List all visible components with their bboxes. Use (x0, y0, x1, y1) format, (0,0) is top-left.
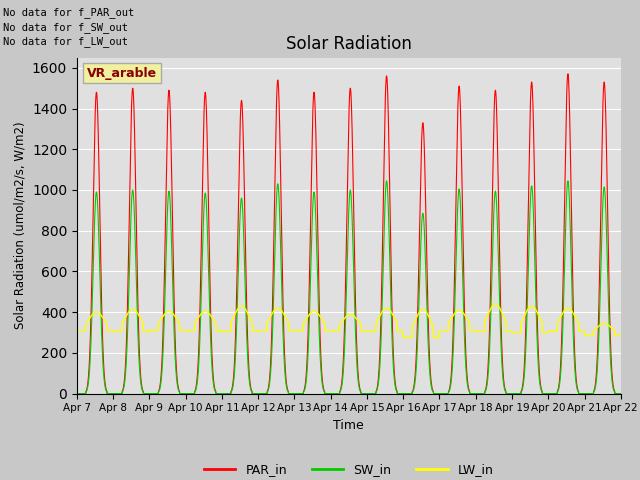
PAR_in (616, 391, 624, 396)
Title: Solar Radiation: Solar Radiation (286, 35, 412, 53)
SW_in (73, 391, 81, 396)
SW_in (402, 391, 410, 396)
Line: PAR_in: PAR_in (77, 74, 621, 394)
LW_in (399, 335, 407, 340)
LW_in (225, 329, 232, 335)
Line: SW_in: SW_in (77, 181, 621, 394)
Text: VR_arable: VR_arable (87, 67, 157, 80)
Y-axis label: Solar Radiation (umol/m2/s, W/m2): Solar Radiation (umol/m2/s, W/m2) (13, 122, 26, 329)
SW_in (616, 391, 624, 396)
LW_in (412, 317, 419, 323)
LW_in (492, 301, 499, 307)
LW_in (402, 335, 410, 340)
LW_in (189, 327, 197, 333)
SW_in (565, 192, 573, 197)
SW_in (412, 377, 419, 383)
LW_in (617, 333, 625, 338)
PAR_in (412, 372, 419, 378)
PAR_in (617, 391, 625, 396)
PAR_in (225, 391, 232, 396)
LW_in (73, 327, 81, 333)
PAR_in (402, 391, 410, 396)
Legend: PAR_in, SW_in, LW_in: PAR_in, SW_in, LW_in (199, 458, 499, 480)
PAR_in (565, 92, 573, 97)
SW_in (225, 391, 232, 396)
LW_in (617, 333, 625, 338)
SW_in (617, 391, 625, 396)
LW_in (565, 306, 573, 312)
SW_in (189, 391, 197, 396)
Text: No data for f_LW_out: No data for f_LW_out (3, 36, 128, 47)
PAR_in (564, 71, 572, 77)
Line: LW_in: LW_in (77, 304, 621, 337)
PAR_in (73, 391, 81, 396)
PAR_in (189, 391, 197, 396)
X-axis label: Time: Time (333, 419, 364, 432)
Text: No data for f_PAR_out: No data for f_PAR_out (3, 7, 134, 18)
SW_in (383, 178, 390, 184)
Text: No data for f_SW_out: No data for f_SW_out (3, 22, 128, 33)
